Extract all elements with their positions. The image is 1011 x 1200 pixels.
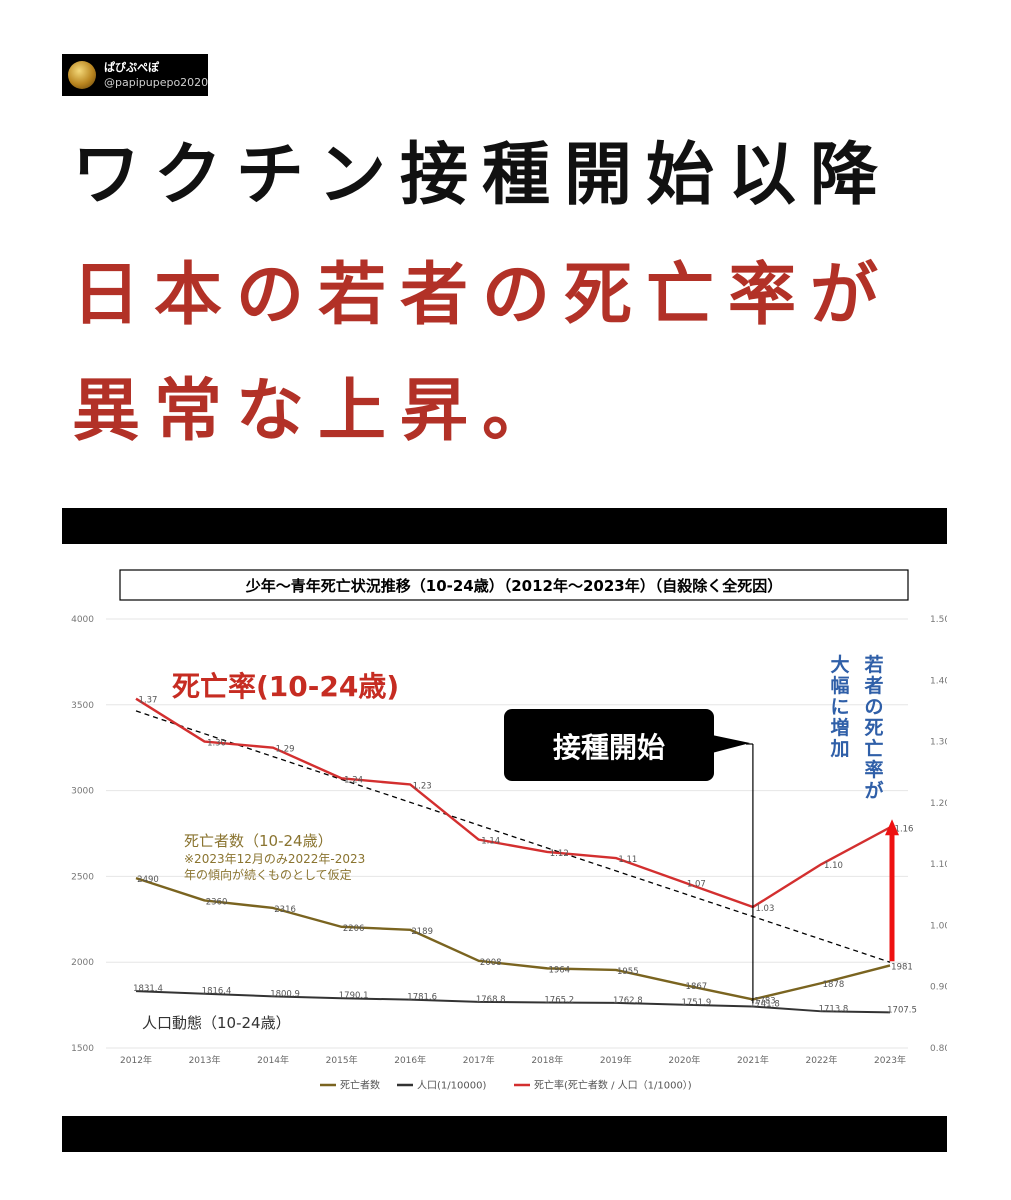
- y-right-tick-label: 0.80: [930, 1044, 947, 1054]
- data-label-0: 2189: [411, 927, 433, 937]
- rate-annotation: 死亡率(10-24歳): [172, 670, 399, 703]
- chart-title-box: [119, 569, 909, 601]
- data-label-2: 1.24: [344, 775, 363, 785]
- data-label-2: 1.03: [755, 904, 774, 914]
- data-label-1: 1768.8: [476, 995, 506, 1005]
- data-label-1: 1831.4: [133, 984, 163, 994]
- x-tick-label: 2015年: [326, 1054, 358, 1066]
- data-label-1: 1781.6: [407, 993, 437, 1003]
- y-left-tick-label: 1500: [71, 1044, 94, 1054]
- x-tick-label: 2023年: [874, 1054, 906, 1066]
- data-label-0: 2316: [274, 905, 296, 915]
- x-tick-label: 2016年: [394, 1054, 426, 1066]
- data-label-1: 1751.9: [681, 998, 711, 1008]
- headline-line-1: ワクチン接種開始以降: [72, 136, 893, 215]
- data-label-2: 1.30: [207, 739, 226, 749]
- x-tick-label: 2020年: [668, 1054, 700, 1066]
- x-tick-label: 2012年: [120, 1054, 152, 1066]
- increase-arrow-head: [885, 819, 899, 836]
- data-label-0: 1964: [548, 965, 570, 975]
- data-label-2: 1.07: [687, 880, 706, 890]
- legend-label-2: 死亡率(死亡者数 / 人口（1/1000）): [534, 1079, 692, 1092]
- x-tick-label: 2014年: [257, 1054, 289, 1066]
- right-callout-2: 大幅に増加: [829, 653, 849, 760]
- data-label-0: 2360: [206, 897, 228, 907]
- y-right-tick-label: 1.10: [930, 860, 947, 870]
- avatar: [68, 61, 96, 89]
- data-label-2: 1.11: [618, 855, 637, 865]
- trend-line: [135, 710, 891, 963]
- x-tick-label: 2018年: [531, 1054, 563, 1066]
- y-right-tick-label: 1.40: [930, 676, 947, 686]
- data-label-1: 1762.8: [613, 996, 643, 1006]
- vaccination-callout-box: [504, 709, 714, 781]
- data-label-1: 1765.2: [544, 995, 574, 1005]
- x-tick-label: 2021年: [737, 1054, 769, 1066]
- vaccination-start-label: 接種開始: [553, 731, 665, 764]
- data-label-2: 1.37: [139, 696, 158, 706]
- data-label-0: 1955: [617, 967, 639, 977]
- series-line-2: [135, 697, 891, 909]
- headline-line-3: 異常な上昇。: [72, 372, 565, 451]
- deaths-note-2: 年の傾向が続くものとして仮定: [184, 867, 352, 882]
- chart-title: 少年～青年死亡状況推移（10-24歳）（2012年～2023年）（自殺除く全死因…: [245, 577, 782, 595]
- data-label-0: 1878: [823, 980, 845, 990]
- account-badge[interactable]: ぱぴぷぺぽ @papipupepo2020: [62, 54, 208, 96]
- data-label-2: 1.12: [550, 849, 569, 859]
- data-label-1: 1816.4: [202, 987, 232, 997]
- y-left-tick-label: 3000: [71, 787, 94, 797]
- deaths-annotation: 死亡者数（10-24歳）: [184, 832, 333, 850]
- legend-label-1: 人口(1/10000): [417, 1080, 486, 1092]
- data-label-0: 2206: [343, 924, 365, 934]
- data-label-1: 1741.8: [750, 1000, 780, 1010]
- data-label-0: 1867: [686, 982, 708, 992]
- data-label-0: 2490: [137, 875, 159, 885]
- x-tick-label: 2017年: [463, 1054, 495, 1066]
- data-label-2: 1.10: [824, 861, 843, 871]
- series-line-1: [135, 990, 891, 1014]
- y-right-tick-label: 1.00: [930, 921, 947, 931]
- right-callout-1: 若者の死亡率が: [864, 653, 883, 802]
- y-left-tick-label: 2000: [71, 958, 94, 968]
- y-right-tick-label: 1.20: [930, 799, 947, 809]
- x-tick-label: 2019年: [600, 1054, 632, 1066]
- data-label-1: 1800.9: [270, 989, 300, 999]
- y-right-tick-label: 0.90: [930, 983, 947, 993]
- legend-label-0: 死亡者数: [340, 1079, 380, 1092]
- headline-line-2: 日本の若者の死亡率が: [72, 256, 893, 335]
- population-annotation: 人口動態（10-24歳）: [142, 1014, 291, 1032]
- y-right-tick-label: 1.50: [930, 615, 947, 625]
- top-black-bar: [62, 508, 947, 544]
- x-tick-label: 2022年: [806, 1054, 838, 1066]
- bottom-black-bar: [62, 1116, 947, 1152]
- x-tick-label: 2013年: [189, 1054, 221, 1066]
- data-label-1: 1713.8: [819, 1004, 849, 1014]
- data-label-1: 1707.5: [887, 1005, 917, 1015]
- data-label-0: 1981: [891, 962, 913, 972]
- account-handle: @papipupepo2020: [104, 76, 209, 89]
- death-trend-chart: 少年～青年死亡状況推移（10-24歳）（2012年～2023年）（自殺除く全死因…: [71, 569, 947, 1092]
- deaths-note-1: ※2023年12月のみ2022年-2023: [184, 852, 365, 866]
- data-label-2: 1.29: [276, 745, 295, 755]
- data-label-1: 1790.1: [339, 991, 369, 1001]
- y-left-tick-label: 2500: [71, 872, 94, 882]
- data-label-2: 1.23: [413, 781, 432, 791]
- vaccination-callout-pointer: [712, 735, 750, 753]
- data-label-0: 2008: [480, 958, 502, 968]
- account-name: ぱぴぷぺぽ: [104, 61, 159, 74]
- y-left-tick-label: 4000: [71, 615, 94, 625]
- y-left-tick-label: 3500: [71, 701, 94, 711]
- y-right-tick-label: 1.30: [930, 738, 947, 748]
- data-label-0: 1783: [754, 996, 776, 1006]
- series-line-0: [135, 876, 891, 1001]
- data-label-2: 1.16: [895, 824, 914, 834]
- data-label-2: 1.14: [481, 837, 500, 847]
